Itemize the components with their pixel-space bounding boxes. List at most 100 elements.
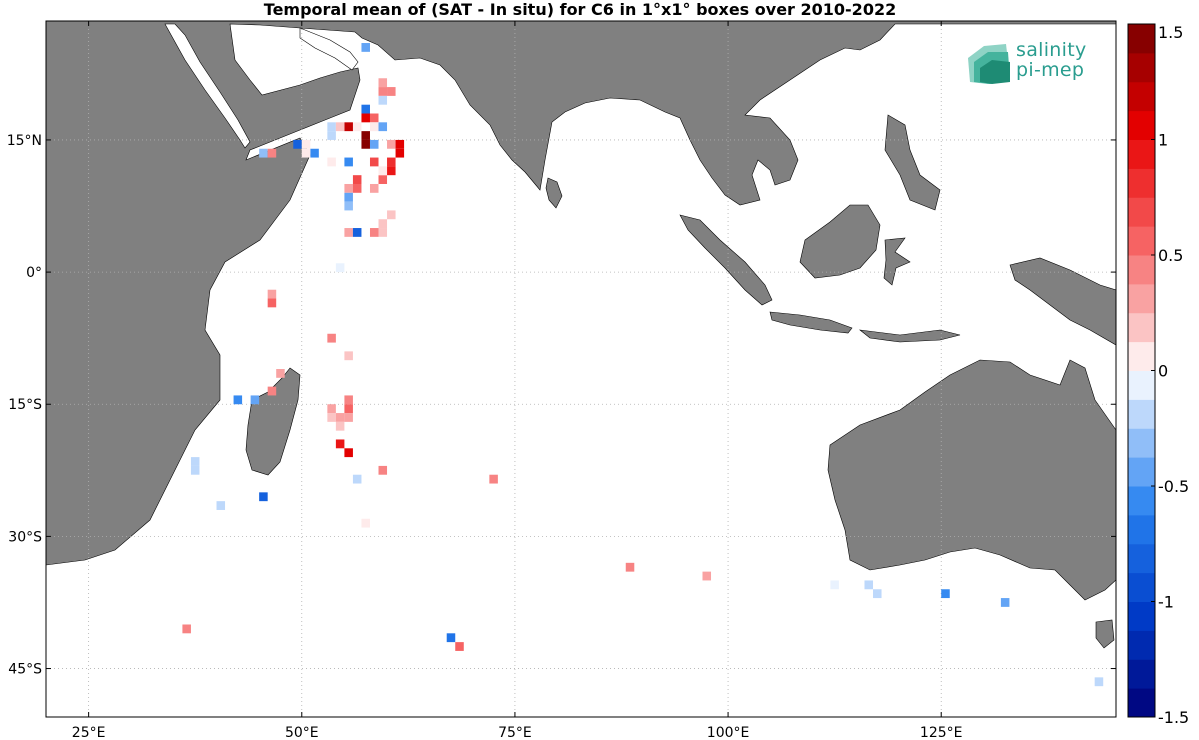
colorbar-segment	[1128, 486, 1155, 516]
data-box	[335, 421, 345, 431]
data-box	[267, 298, 277, 308]
data-box	[361, 518, 370, 528]
data-box	[1094, 677, 1104, 687]
data-box	[344, 228, 353, 237]
y-tick-label: 0°	[26, 265, 42, 281]
data-box	[387, 210, 396, 220]
land-tasmania	[1095, 619, 1115, 649]
data-box	[250, 395, 260, 405]
y-tick-label: 15°N	[7, 133, 42, 149]
colorbar-tick-label: -1	[1158, 593, 1174, 612]
data-box	[873, 589, 882, 599]
data-box	[233, 395, 243, 405]
chart-title: Temporal mean of (SAT - In situ) for C6 …	[263, 0, 897, 19]
data-box	[378, 465, 388, 475]
data-box	[361, 113, 370, 123]
colorbar-tick-label: 0.5	[1158, 246, 1183, 265]
data-box	[369, 113, 379, 123]
y-axis-ticks: 15°N 0° 15°S 30°S 45°S	[7, 133, 1116, 678]
data-box	[344, 122, 353, 132]
data-box	[378, 175, 388, 184]
colorbar-tick-label: 0	[1158, 362, 1168, 381]
data-box	[335, 439, 345, 449]
data-box	[259, 148, 268, 158]
colorbar-segment	[1128, 168, 1155, 198]
logo-text-pi-mep: pi-mep	[1016, 59, 1085, 81]
data-box	[369, 122, 379, 132]
data-box	[344, 351, 353, 361]
colorbar-segment	[1128, 457, 1155, 487]
data-box	[352, 122, 362, 132]
data-box	[387, 157, 396, 167]
data-box	[344, 192, 353, 202]
salinity-pi-mep-logo: salinity pi-mep	[966, 38, 1096, 88]
colorbar-segment	[1128, 399, 1155, 429]
colorbar-segment	[1128, 81, 1155, 112]
data-box	[327, 157, 336, 167]
data-box	[327, 404, 336, 414]
colorbar: 1.5 1 0.5 0 -0.5 -1 -1.5	[1127, 23, 1189, 727]
colorbar-segment	[1128, 255, 1155, 285]
data-box	[344, 395, 353, 405]
data-box	[335, 413, 345, 422]
data-box	[344, 201, 353, 211]
colorbar-segment	[1128, 370, 1155, 400]
colorbar-segment	[1128, 543, 1155, 574]
y-tick-label: 15°S	[8, 397, 42, 413]
y-tick-label: 30°S	[8, 529, 42, 545]
data-box	[830, 580, 839, 590]
data-box	[352, 228, 362, 237]
data-box	[352, 183, 362, 193]
data-box	[259, 492, 268, 502]
colorbar-segment	[1128, 197, 1155, 227]
x-tick-label: 75°E	[498, 725, 532, 740]
data-box	[310, 148, 319, 158]
land-africa-eurasia	[46, 21, 1116, 566]
data-box	[378, 95, 388, 105]
data-box	[378, 87, 388, 96]
land-sulawesi	[883, 237, 911, 286]
land-sri-lanka	[545, 177, 563, 209]
data-box	[361, 104, 370, 114]
x-tick-label: 125°E	[920, 725, 963, 740]
data-box	[378, 219, 388, 229]
data-box	[387, 87, 396, 96]
data-box	[344, 404, 353, 414]
data-box	[489, 474, 498, 484]
land-lesser-sunda	[858, 329, 961, 343]
y-tick-label: 45°S	[8, 662, 42, 678]
data-box	[625, 562, 635, 572]
persian-gulf	[299, 27, 359, 71]
data-box	[301, 139, 311, 149]
land-masses	[46, 21, 1116, 649]
data-box	[702, 571, 712, 581]
data-box	[369, 157, 379, 167]
data-box	[267, 289, 277, 299]
colorbar-segment	[1128, 428, 1155, 458]
data-box	[864, 580, 874, 590]
colorbar-tick-label: -0.5	[1158, 477, 1189, 496]
data-box	[395, 148, 405, 158]
data-box	[344, 413, 353, 422]
data-box	[190, 457, 200, 466]
data-box	[378, 122, 388, 132]
data-box	[1000, 598, 1010, 607]
grid-lines	[46, 21, 1116, 717]
data-box	[267, 386, 277, 396]
land-java	[769, 311, 853, 334]
colorbar-tick-label: -1.5	[1158, 708, 1189, 727]
data-box	[361, 43, 370, 52]
data-box	[335, 263, 345, 273]
data-box	[327, 122, 336, 132]
data-box	[369, 183, 379, 193]
data-boxes	[182, 43, 1104, 687]
data-box	[327, 131, 336, 140]
data-box	[344, 448, 353, 458]
data-box	[267, 148, 277, 158]
data-box	[378, 228, 388, 237]
colorbar-segment	[1128, 226, 1155, 256]
colorbar-segment	[1128, 572, 1155, 602]
colorbar-tick-label: 1.5	[1158, 23, 1183, 42]
data-box	[352, 474, 362, 484]
